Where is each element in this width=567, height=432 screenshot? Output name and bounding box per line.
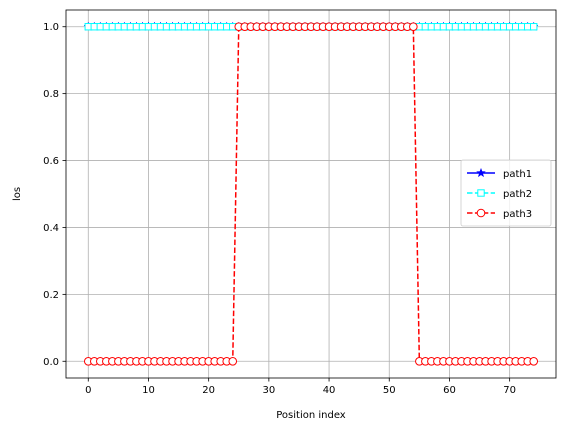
data-point-path2	[138, 23, 147, 31]
legend-label-path3: path3	[503, 209, 532, 220]
data-point-path2	[517, 23, 526, 31]
data-point-path2	[475, 23, 484, 31]
data-point-path2	[150, 23, 159, 31]
data-point-path2	[445, 23, 454, 31]
series-path3	[83, 22, 539, 366]
data-point-path2	[162, 23, 171, 31]
data-point-path2	[451, 23, 460, 31]
x-tick-label: 10	[142, 385, 155, 396]
y-tick-label: 0.8	[43, 89, 59, 100]
x-tick-label: 20	[202, 385, 215, 396]
data-point-path3	[228, 356, 238, 366]
data-point-path2	[433, 23, 442, 31]
legend-marker-path1	[475, 167, 487, 178]
y-tick-label: 0.0	[43, 357, 59, 368]
data-point-path2	[108, 23, 117, 31]
data-point-path2	[499, 23, 508, 31]
data-point-path2	[505, 23, 514, 31]
x-tick-label: 40	[323, 385, 336, 396]
data-point-path2	[204, 23, 213, 31]
ticks: 0 10 20 30 40 50 60 70 0.0 0.2 0.4 0.6 0.8 1.0	[43, 22, 516, 396]
data-point-path2	[114, 23, 123, 31]
data-point-path2	[210, 23, 219, 31]
data-point-path2	[427, 23, 436, 31]
x-tick-label: 0	[85, 385, 91, 396]
series-layer	[83, 21, 539, 366]
data-point-path2	[180, 23, 189, 31]
data-point-path3	[529, 356, 539, 366]
data-point-path2	[120, 23, 129, 31]
legend-label-path1: path1	[503, 169, 532, 180]
data-point-path2	[481, 23, 490, 31]
data-point-path2	[524, 23, 532, 31]
x-tick-label: 60	[443, 385, 456, 396]
data-point-path2	[90, 23, 98, 31]
legend-label-path2: path2	[503, 189, 532, 200]
data-point-path2	[132, 23, 141, 31]
plot-frame	[65, 9, 557, 379]
data-point-path2	[96, 23, 105, 31]
legend-marker-path2	[477, 189, 485, 197]
data-point-path2	[511, 23, 520, 31]
data-point-path2	[439, 23, 448, 31]
data-point-path2	[463, 23, 472, 31]
data-point-path2	[144, 23, 153, 31]
data-point-path2	[102, 23, 111, 31]
data-point-path2	[487, 23, 496, 31]
legend-marker-path3	[476, 208, 486, 218]
data-point-path2	[192, 23, 201, 31]
data-point-path2	[126, 23, 135, 31]
y-tick-label: 0.6	[43, 156, 59, 167]
data-point-path2	[421, 23, 430, 31]
y-tick-label: 0.4	[43, 223, 59, 234]
x-tick-label: 30	[262, 385, 275, 396]
x-tick-label: 70	[503, 385, 516, 396]
data-point-path2	[493, 23, 502, 31]
data-point-path2	[530, 23, 538, 31]
data-point-path2	[84, 23, 92, 31]
x-axis-label: Position index	[276, 410, 346, 421]
y-tick-label: 1.0	[43, 22, 59, 33]
data-point-path3	[409, 22, 418, 32]
data-point-path2	[174, 23, 183, 31]
data-point-path2	[198, 23, 207, 31]
data-point-path2	[156, 23, 165, 31]
x-tick-label: 50	[383, 385, 396, 396]
data-point-path2	[223, 23, 231, 31]
y-axis-label: los	[12, 187, 23, 201]
data-point-path2	[186, 23, 195, 31]
data-point-path2	[457, 23, 466, 31]
legend: path1 path2 path3	[460, 159, 552, 227]
data-point-path2	[168, 23, 177, 31]
y-tick-label: 0.2	[43, 290, 59, 301]
data-point-path2	[469, 23, 478, 31]
data-point-path2	[217, 23, 225, 31]
